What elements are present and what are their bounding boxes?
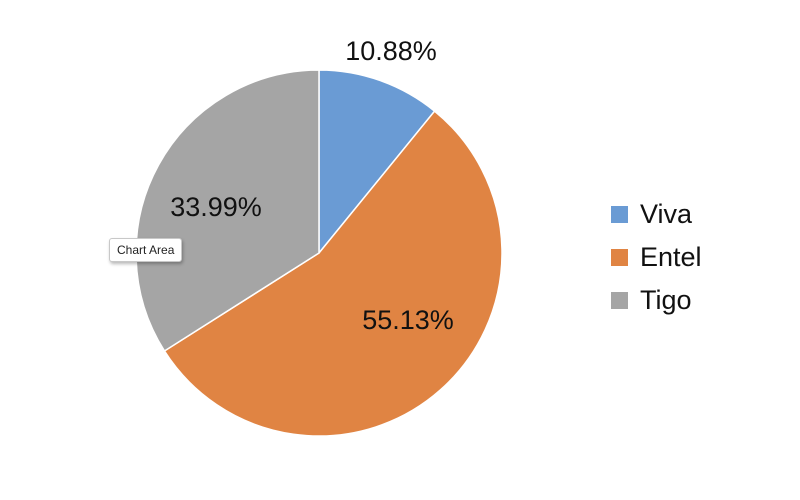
- pie-slice-viva[interactable]: [318, 69, 436, 256]
- data-label-viva: 10.88%: [345, 36, 437, 66]
- legend-swatch-tigo: [611, 292, 628, 309]
- data-label-tigo: 33.99%: [170, 192, 262, 222]
- legend-item-viva[interactable]: Viva: [611, 193, 761, 236]
- pie-slice-tigo[interactable]: [135, 69, 320, 352]
- legend-swatch-viva: [611, 206, 628, 223]
- legend-swatch-entel: [611, 249, 628, 266]
- pie-slice-entel[interactable]: [163, 110, 503, 437]
- data-label-entel: 55.13%: [362, 305, 454, 335]
- pie-data-labels: 10.88% 55.13% 33.99%: [170, 36, 454, 335]
- pie-slices: [135, 69, 503, 437]
- legend-label-entel: Entel: [640, 242, 702, 272]
- legend-label-viva: Viva: [640, 199, 693, 229]
- chart-area-tooltip: Chart Area: [109, 238, 183, 262]
- legend-label-tigo: Tigo: [640, 285, 692, 315]
- legend[interactable]: Viva Entel Tigo: [611, 193, 761, 322]
- legend-item-tigo[interactable]: Tigo: [611, 279, 761, 322]
- legend-item-entel[interactable]: Entel: [611, 236, 761, 279]
